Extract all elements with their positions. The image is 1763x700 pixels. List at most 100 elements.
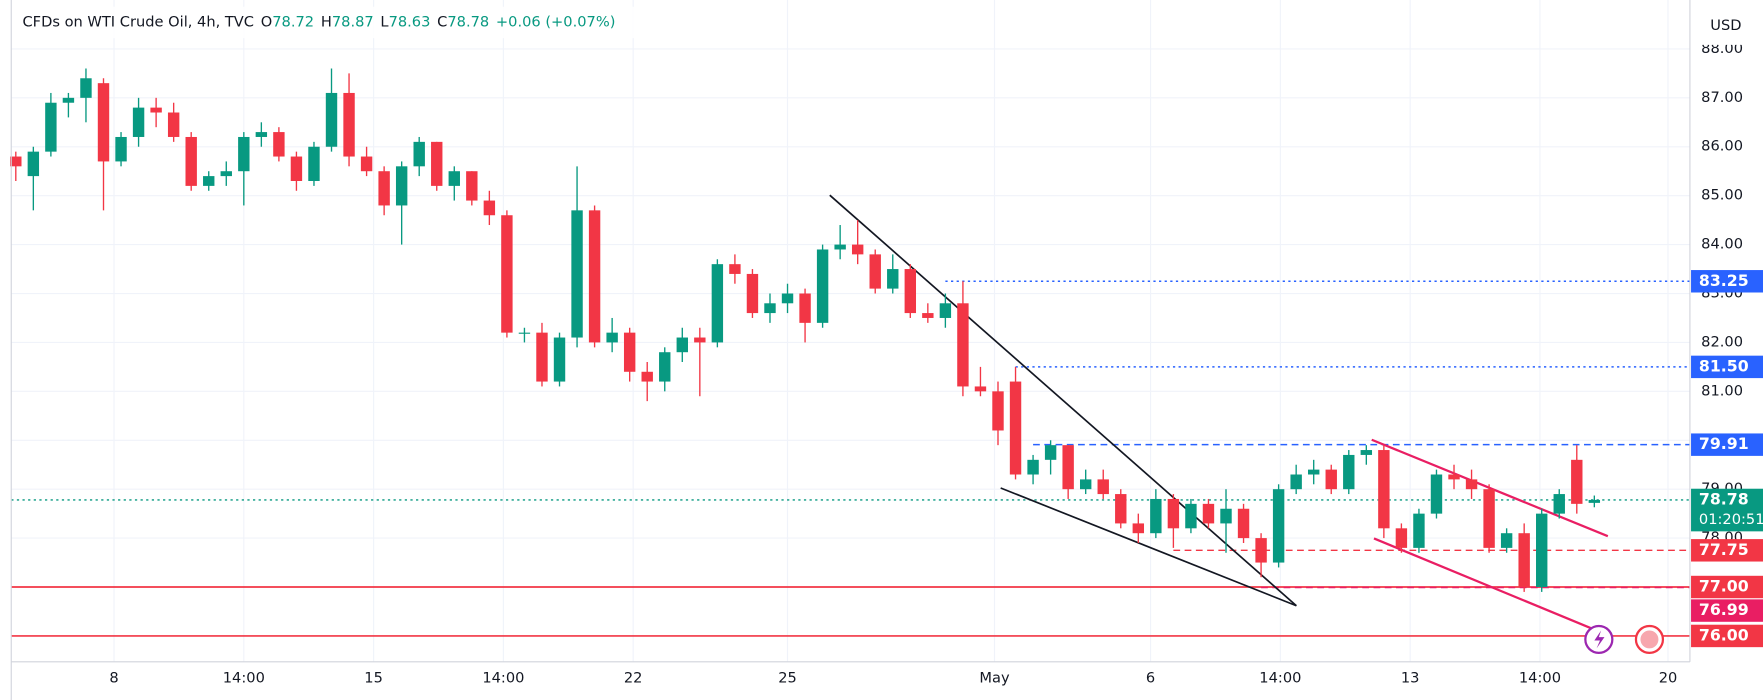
levels (11, 280, 1690, 637)
x-tick-label: 13 (1401, 670, 1420, 687)
candle-body (167, 112, 180, 137)
legend-bg (13, 6, 655, 39)
ohlc-value: 78.87 (332, 13, 374, 30)
candle-body (448, 171, 460, 186)
candle-body (1167, 498, 1180, 529)
price-badge (1691, 624, 1763, 648)
flag-icon (1640, 630, 1659, 649)
candle-body (466, 171, 478, 201)
candle-body (922, 313, 934, 318)
currency[interactable]: USD (1710, 17, 1741, 34)
countdown: 01:20:51 (1699, 511, 1763, 528)
candle-body (115, 136, 127, 162)
price-badge-label: 76.00 (1699, 625, 1749, 644)
candle-body (1044, 445, 1057, 460)
candle-body (1308, 469, 1320, 475)
y-tick-label: 87.00 (1701, 89, 1743, 106)
candle-body (974, 386, 987, 392)
price-badge-label: 79.91 (1699, 434, 1749, 453)
x-tick-label: 14:00 (1519, 670, 1561, 687)
price-badge (1691, 355, 1763, 379)
candle-body (255, 132, 268, 137)
candle-body (1448, 474, 1460, 480)
x-tick-label: 14:00 (223, 670, 265, 687)
candle-body (1518, 533, 1530, 588)
y-tick-label: 81.00 (1701, 382, 1743, 399)
y-tick-label: 85.00 (1701, 187, 1743, 204)
price-badge (1691, 599, 1763, 622)
channel-line (1371, 438, 1609, 538)
candle-body (1588, 499, 1601, 503)
candle-body (395, 166, 408, 206)
price-badge-label: 77.00 (1699, 577, 1749, 596)
candle-body (659, 352, 671, 382)
legend-text: CFDs on WTI Crude Oil, 4h, TVC O78.72 H78.… (22, 13, 615, 30)
candle-body (1009, 381, 1022, 475)
candle-body (1185, 503, 1197, 529)
candle-body (1571, 459, 1583, 504)
candle-body (816, 249, 829, 323)
x-tick-label: 6 (1146, 670, 1155, 687)
candle-body (518, 332, 531, 334)
ohlc-key: O (261, 13, 273, 30)
x-tick-label: 22 (624, 670, 643, 687)
candle-body (939, 303, 952, 318)
symbol: CFDs on WTI Crude Oil, 4h, TVC (22, 13, 254, 30)
candle-body (641, 371, 653, 382)
candle-body (413, 141, 425, 167)
candle-body (1062, 445, 1074, 490)
candle-body (571, 210, 583, 338)
x-tick-label: 14:00 (482, 670, 524, 687)
candle-body (834, 244, 846, 250)
candle-body (1360, 450, 1373, 455)
candle-body (1483, 489, 1495, 548)
candle-body (185, 136, 197, 186)
candle-body (45, 102, 57, 152)
channel-line (1373, 537, 1592, 630)
candle-body (308, 146, 320, 181)
candle-body (220, 171, 232, 177)
x-tick-label: 15 (364, 670, 383, 687)
candle-body (132, 107, 145, 137)
candle-body (80, 78, 92, 98)
candle-body (1220, 508, 1232, 524)
candle-body (483, 200, 496, 216)
price-badge-label: 81.50 (1699, 356, 1749, 375)
candle-body (1237, 508, 1250, 539)
candle-body (1115, 494, 1127, 524)
price-badge-label: 76.99 (1699, 600, 1749, 619)
candle-body (1325, 469, 1337, 490)
candle-body (1413, 513, 1425, 548)
ohlc-key: H (321, 13, 332, 30)
price-badge (1691, 433, 1763, 456)
candle-body (536, 332, 548, 382)
icons (1584, 624, 1665, 655)
candle-body (694, 337, 706, 343)
candle-body (1272, 489, 1285, 563)
candle-body (1150, 498, 1162, 534)
candle-body (711, 264, 724, 343)
candle-body (10, 156, 22, 167)
ohlc-value: 78.78 (447, 13, 489, 30)
candle-body (1027, 459, 1039, 475)
candle-body (887, 269, 899, 289)
candle-body (1255, 538, 1267, 563)
ohlc-key: C (437, 13, 447, 30)
ohlc-value: 78.63 (389, 13, 431, 30)
candle-body (781, 293, 794, 304)
price-badge-label: 83.25 (1699, 271, 1749, 290)
candle-body (992, 391, 1004, 431)
x-tick-label: 20 (1659, 670, 1678, 687)
currency-box[interactable] (1694, 6, 1758, 45)
price-badge (1691, 270, 1763, 293)
x-tick-label: May (979, 670, 1010, 687)
candle-body (1500, 533, 1513, 548)
price-badge-label: 77.75 (1699, 540, 1749, 559)
trend-line (829, 194, 1297, 607)
price-badge-label: 78.78 (1699, 489, 1749, 508)
change: +0.06 (+0.07%) (496, 13, 615, 30)
price-badge (1691, 488, 1763, 532)
candle-body (1378, 450, 1390, 529)
